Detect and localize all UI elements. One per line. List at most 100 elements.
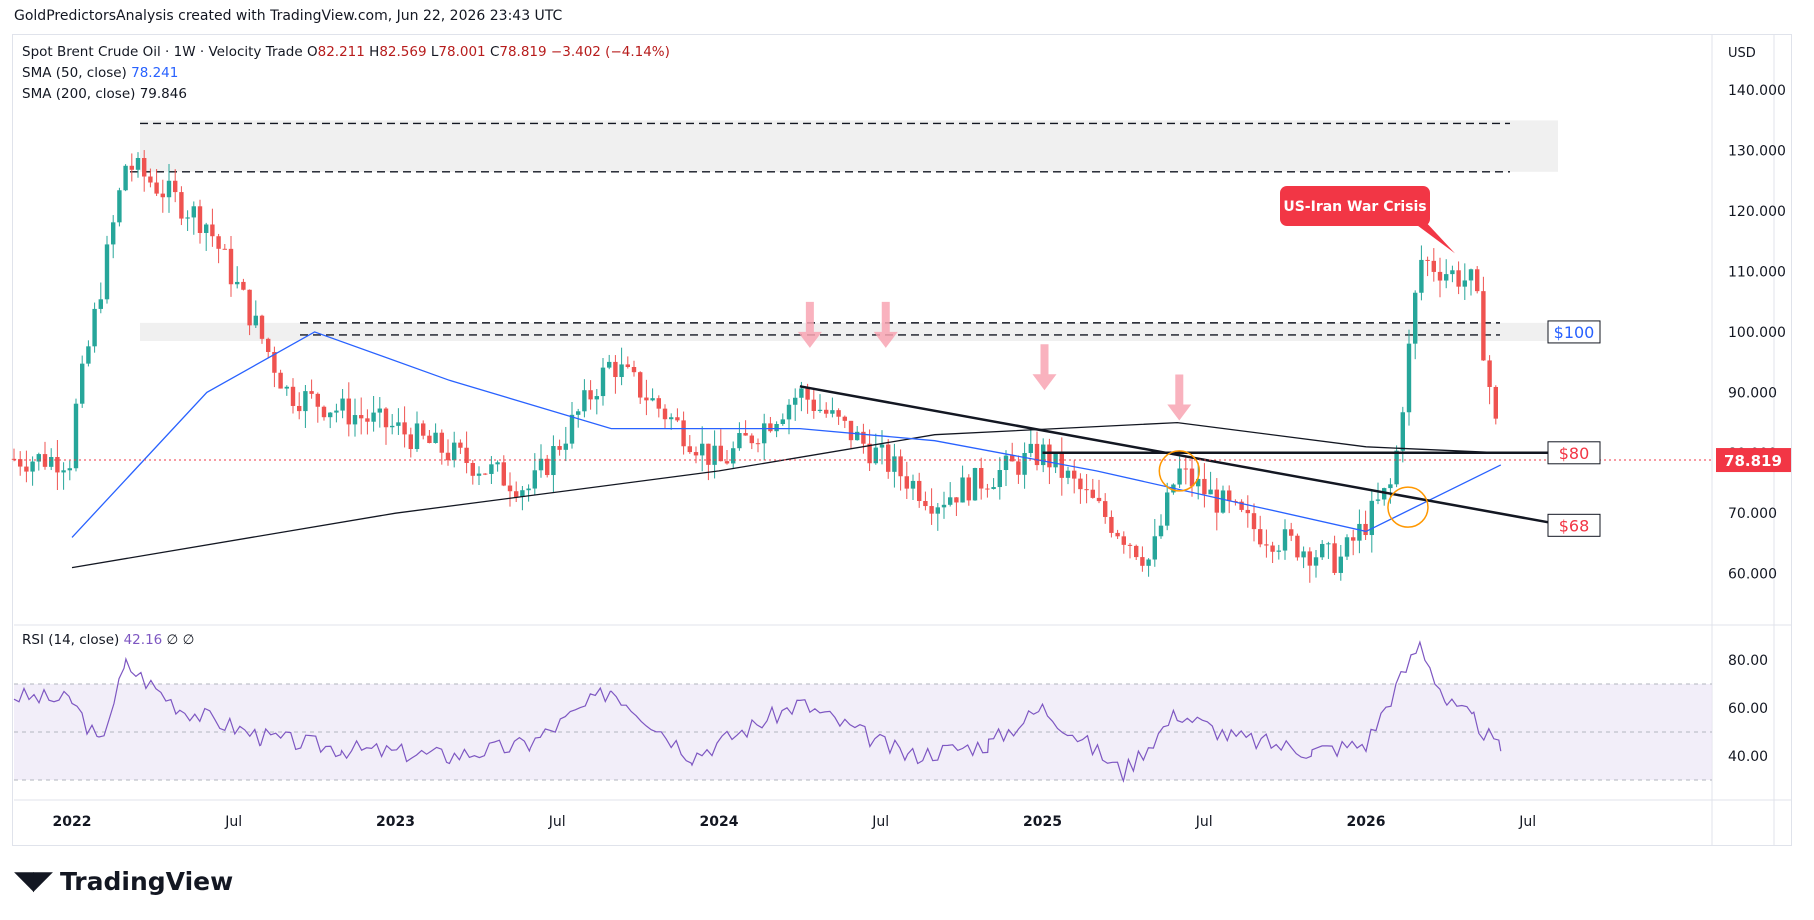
candle-body (830, 410, 835, 414)
candle-body (985, 488, 990, 490)
candle-body (600, 367, 606, 397)
candle-body (923, 501, 928, 507)
candle-body (489, 464, 494, 474)
l-value: 78.001 (438, 44, 486, 60)
candle-body (1115, 532, 1120, 537)
candle-body (706, 443, 711, 465)
candle-body (160, 193, 165, 198)
y-tick-label: 60.000 (1728, 567, 1777, 583)
candle-body (452, 442, 457, 461)
candle-body (241, 281, 246, 290)
candle-body (18, 459, 23, 467)
footer-brand[interactable]: ◥◤ TradingView (14, 866, 233, 896)
down-arrow-icon (797, 301, 822, 348)
candle-body (24, 466, 29, 472)
candle-body (1264, 544, 1269, 546)
candle-body (1165, 492, 1170, 526)
candle-body (538, 458, 544, 471)
candle-body (551, 446, 556, 476)
candle-body (1313, 557, 1319, 566)
candle-body (1282, 529, 1288, 551)
callout-tail (1390, 205, 1455, 254)
candle-body (259, 315, 265, 339)
candle-body (873, 447, 878, 464)
candle-body (619, 364, 624, 378)
candle-body (997, 470, 1002, 488)
rsi-tick-label: 60.00 (1728, 701, 1768, 717)
candle-body (762, 423, 767, 444)
candle-body (1189, 468, 1195, 487)
candle-body (644, 397, 649, 401)
currency-label[interactable]: USD (1728, 46, 1756, 61)
candle-body (855, 431, 860, 441)
candle-body (352, 415, 358, 425)
candle-body (724, 461, 730, 464)
candle-body (1481, 291, 1486, 361)
candle-body (284, 386, 289, 389)
candle-body (991, 487, 996, 490)
candle-body (1388, 484, 1393, 489)
candle-body (824, 409, 829, 414)
candle-body (1245, 509, 1250, 514)
candle-body (662, 408, 668, 420)
candle-body (408, 434, 413, 450)
candle-body (1028, 443, 1033, 454)
x-tick-label: Jul (224, 814, 242, 830)
last-price-value: 78.819 (1724, 452, 1782, 470)
candle-body (303, 391, 308, 412)
rsi-label: RSI (14, close) (22, 632, 120, 648)
candle-body (1394, 450, 1399, 485)
candle-body (464, 447, 469, 464)
price-legend: Spot Brent Crude Oil · 1W · Velocity Tra… (22, 42, 670, 105)
candle-body (786, 404, 792, 420)
candle-body (421, 423, 426, 436)
candle-body (650, 398, 655, 401)
x-tick-label: Jul (1195, 814, 1213, 830)
candle-body (811, 399, 816, 411)
candle-body (235, 281, 240, 285)
candle-body (222, 248, 227, 250)
candle-body (1351, 537, 1356, 541)
candle-body (346, 398, 351, 425)
candle-body (495, 462, 500, 465)
annotation-text: US-Iran War Crisis (1283, 199, 1426, 215)
tradingview-logo-icon: ◥◤ (14, 866, 53, 896)
change-value: −3.402 (−4.14%) (550, 44, 670, 60)
candle-body (148, 176, 153, 183)
candle-body (1456, 270, 1461, 287)
candle-body (638, 372, 643, 398)
level-box (1547, 320, 1601, 344)
candle-body (278, 372, 283, 389)
candle-body (396, 422, 401, 426)
rsi-tick-label: 80.00 (1728, 653, 1768, 669)
candle-body (1003, 455, 1009, 471)
candle-body (693, 452, 699, 456)
candle-body (588, 390, 593, 400)
highlight-circle (1158, 450, 1201, 492)
candle-body (1338, 556, 1343, 573)
rsi-line (13, 640, 1502, 783)
candle-body (1059, 452, 1064, 478)
candle-body (383, 408, 389, 428)
candle-body (61, 470, 66, 473)
candle-body (1202, 478, 1207, 495)
candle-body (1357, 523, 1362, 541)
c-value: 78.819 (499, 44, 547, 60)
candle-body (1444, 274, 1449, 281)
candle-body (315, 393, 320, 407)
candle-body (892, 456, 897, 472)
candle-body (1022, 453, 1027, 475)
level-box (1547, 513, 1601, 537)
candle-body (111, 222, 116, 245)
x-tick-label: Jul (871, 814, 889, 830)
candle-body (1239, 501, 1244, 510)
candle-body (1251, 513, 1257, 530)
rsi-extra: ∅ ∅ (166, 632, 195, 648)
candle-body (507, 485, 513, 492)
candle-body (365, 418, 370, 422)
candle-body (700, 443, 705, 456)
candle-body (1437, 271, 1443, 281)
candle-body (476, 473, 482, 476)
candle-body (1276, 550, 1281, 552)
